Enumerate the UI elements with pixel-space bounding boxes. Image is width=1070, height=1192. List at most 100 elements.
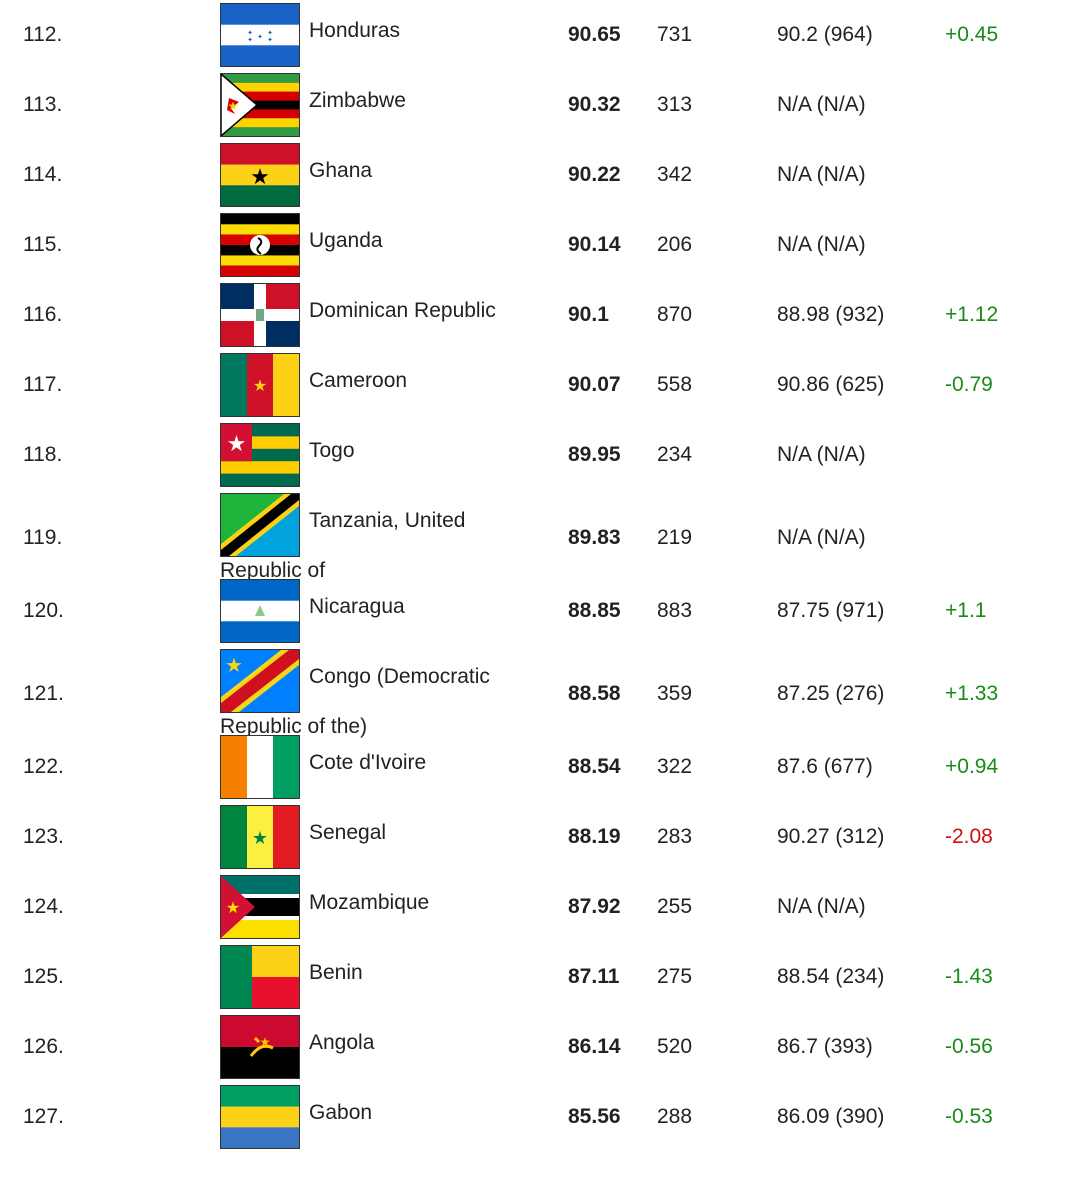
count-value: 520 [657, 1035, 693, 1058]
country-name-continued: Republic of [220, 559, 326, 582]
score-value: 90.22 [568, 163, 621, 186]
country-name: Congo (Democratic [309, 665, 490, 688]
previous-score: N/A (N/A) [777, 895, 866, 918]
change-value: +0.45 [945, 23, 999, 46]
score-value: 90.65 [568, 23, 621, 46]
benin-flag-icon [220, 945, 300, 1009]
senegal-flag-icon: ★ [220, 805, 300, 869]
table-row: 126. ★ Angola 86.14 520 86.7 (393) -0.56 [0, 1012, 1070, 1082]
previous-score: N/A (N/A) [777, 233, 866, 256]
svg-text:✦: ✦ [247, 29, 253, 37]
count-value: 558 [657, 373, 693, 396]
score-value: 90.07 [568, 373, 621, 396]
score-value: 86.14 [568, 1035, 621, 1058]
svg-text:✦: ✦ [267, 29, 273, 37]
previous-score: 90.2 (964) [777, 23, 873, 46]
rank-number: 122. [23, 755, 64, 778]
country-name: Senegal [309, 821, 387, 844]
table-row: 120. Nicaragua 88.85 883 87.75 (971) +1.1 [0, 576, 1070, 646]
change-value: -1.43 [945, 965, 993, 988]
change-value: -0.79 [945, 373, 993, 396]
previous-score: 86.09 (390) [777, 1105, 885, 1128]
country-name-continued: Republic of the) [220, 715, 368, 738]
count-value: 288 [657, 1105, 693, 1128]
previous-score: 87.75 (971) [777, 599, 885, 622]
rank-number: 118. [23, 443, 63, 466]
country-name: Gabon [309, 1101, 373, 1124]
table-row: 112. ✦ ✦ ✦ ✦ ✦ Honduras 90.65 731 90.2 (964) +0.45 [0, 0, 1070, 70]
country-name: Togo [309, 439, 355, 462]
country-name: Zimbabwe [309, 89, 406, 112]
change-value: +1.12 [945, 303, 999, 326]
score-value: 85.56 [568, 1105, 621, 1128]
table-row: 125. Benin 87.11 275 88.54 (234) -1.43 [0, 942, 1070, 1012]
svg-text:★: ★ [228, 99, 239, 113]
count-value: 870 [657, 303, 693, 326]
score-value: 88.54 [568, 755, 621, 778]
table-row: 119. Tanzania, United Republic of 89.83 219 N… [0, 490, 1070, 582]
count-value: 283 [657, 825, 693, 848]
change-value: -2.08 [945, 825, 993, 848]
rank-number: 113. [23, 93, 63, 116]
score-value: 89.95 [568, 443, 621, 466]
table-row: 116. Dominican Republic 90.1 870 88.98 (932)… [0, 280, 1070, 350]
change-value: -0.53 [945, 1105, 993, 1128]
previous-score: N/A (N/A) [777, 526, 866, 549]
mozambique-flag-icon: ★ [220, 875, 300, 939]
congo-dr-flag-icon: ★ [220, 649, 300, 713]
rank-number: 119. [23, 526, 63, 549]
score-value: 89.83 [568, 526, 621, 549]
svg-text:✦: ✦ [267, 36, 273, 44]
country-name: Dominican Republic [309, 299, 496, 322]
country-name: Angola [309, 1031, 375, 1054]
rank-number: 115. [23, 233, 63, 256]
svg-text:★: ★ [227, 431, 247, 456]
uganda-flag-icon [220, 213, 300, 277]
svg-text:★: ★ [250, 164, 270, 189]
previous-score: 86.7 (393) [777, 1035, 873, 1058]
table-row: 122. Cote d'Ivoire 88.54 322 87.6 (677) +0.94 [0, 732, 1070, 802]
ghana-flag-icon: ★ [220, 143, 300, 207]
rank-number: 127. [23, 1105, 64, 1128]
table-row: 117. ★ Cameroon 90.07 558 90.86 (625) -0.79 [0, 350, 1070, 420]
score-value: 90.1 [568, 303, 609, 326]
table-row: 123. ★ Senegal 88.19 283 90.27 (312) -2.08 [0, 802, 1070, 872]
previous-score: 88.54 (234) [777, 965, 885, 988]
score-value: 88.85 [568, 599, 621, 622]
table-row: 121. ★ Congo (Democratic Republic of the) 88… [0, 646, 1070, 738]
count-value: 322 [657, 755, 693, 778]
count-value: 206 [657, 233, 693, 256]
country-name: Cote d'Ivoire [309, 751, 427, 774]
count-value: 255 [657, 895, 693, 918]
score-value: 90.32 [568, 93, 621, 116]
country-name: Benin [309, 961, 363, 984]
togo-flag-icon: ★ [220, 423, 300, 487]
rank-number: 117. [23, 373, 63, 396]
table-row: 124. ★ Mozambique 87.92 255 N/A (N/A) [0, 872, 1070, 942]
country-name: Ghana [309, 159, 373, 182]
svg-text:★: ★ [226, 900, 240, 917]
previous-score: 90.27 (312) [777, 825, 885, 848]
previous-score: N/A (N/A) [777, 93, 866, 116]
score-value: 88.58 [568, 682, 621, 705]
cameroon-flag-icon: ★ [220, 353, 300, 417]
svg-text:★: ★ [253, 378, 267, 395]
previous-score: 90.86 (625) [777, 373, 885, 396]
country-name: Cameroon [309, 369, 408, 392]
score-value: 90.14 [568, 233, 621, 256]
score-value: 88.19 [568, 825, 621, 848]
previous-score: N/A (N/A) [777, 163, 866, 186]
rank-number: 121. [23, 682, 64, 705]
count-value: 342 [657, 163, 693, 186]
rank-number: 112. [23, 23, 63, 46]
count-value: 883 [657, 599, 693, 622]
rank-number: 125. [23, 965, 64, 988]
country-name: Tanzania, United [309, 509, 466, 532]
count-value: 234 [657, 443, 693, 466]
svg-text:✦: ✦ [247, 36, 253, 44]
nicaragua-flag-icon [220, 579, 300, 643]
previous-score: 87.25 (276) [777, 682, 885, 705]
table-row: 118. ★ Togo 89.95 234 N/A (N/A) [0, 420, 1070, 490]
rank-number: 124. [23, 895, 64, 918]
table-row: 113. ★ Zimbabwe 90.32 313 N/A (N/A) [0, 70, 1070, 140]
